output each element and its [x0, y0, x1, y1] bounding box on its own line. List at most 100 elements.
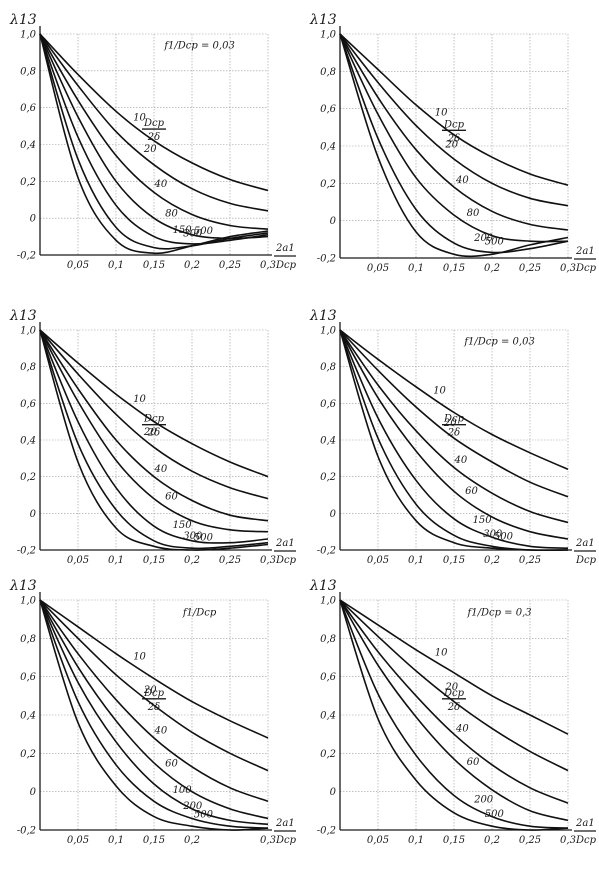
series-label-80: 80: [165, 209, 178, 220]
series-label-300: 300: [183, 228, 203, 239]
series-label-20: 20: [444, 682, 458, 693]
series-label-200: 200: [473, 794, 494, 805]
series-line-150: [339, 329, 569, 549]
series-line-60: [39, 329, 269, 533]
series-label-40: 40: [153, 179, 167, 190]
family-label-denominator: 2δ: [147, 428, 160, 439]
series-line-300: [39, 329, 269, 550]
series-label-10: 10: [133, 112, 146, 123]
y-tick-label: 0,6: [320, 399, 337, 410]
family-label-denominator: 2δ: [147, 132, 160, 143]
parameter-label: f1/Dср = 0,03: [163, 41, 234, 52]
y-tick-label: 0,4: [20, 711, 36, 722]
x-tick-label: 0,1: [408, 263, 424, 274]
x-tick-label: 0,05: [367, 263, 389, 274]
y-axis-label: λ13: [309, 308, 337, 324]
y-tick-label: 0: [330, 787, 337, 798]
series-line-200: [39, 599, 269, 829]
panel-middle-left: 1,0 0,8 0,6 0,4 0,2 0 -0,2 0,05 0,1 0,15 0,2 0,25 0,…: [9, 308, 297, 566]
family-label-denominator: 2δ: [447, 702, 460, 713]
series-label-150: 150: [173, 225, 193, 236]
x-tick-label: 0,15: [143, 835, 165, 846]
y-tick-label: 0: [30, 787, 37, 798]
series-label-200: 200: [473, 233, 494, 244]
y-tick-label: 1,0: [320, 596, 337, 607]
y-tick-label: 0,2: [320, 749, 336, 760]
series-label-10: 10: [133, 652, 146, 663]
series-line-60: [339, 329, 569, 540]
series-label-60: 60: [165, 759, 178, 770]
series-label-20: 20: [143, 685, 157, 696]
x-axis-label-numerator: 2a1: [275, 818, 295, 829]
x-tick-label: 0,2: [184, 835, 200, 846]
x-tick-label: 0,25: [219, 555, 241, 566]
series-line-60: [339, 599, 569, 822]
y-tick-label: -0,2: [17, 251, 36, 262]
family-label-numerator: Dср: [143, 688, 165, 699]
series-label-10: 10: [433, 386, 446, 397]
series-label-20: 20: [143, 144, 157, 155]
series-label-500: 500: [194, 810, 214, 821]
y-axis-label: λ13: [9, 12, 37, 28]
panel-bottom-right: 1,0 0,8 0,6 0,4 0,2 0 -0,2 0,05 0,1 0,15 0,2 0,25 0,…: [309, 578, 597, 846]
series-line-500: [39, 599, 269, 831]
y-tick-label: 0,4: [20, 436, 36, 447]
series-line-20: [339, 599, 569, 772]
y-tick-label: 0: [330, 509, 337, 520]
x-tick-label: 0,2: [184, 555, 200, 566]
series-line-20: [339, 329, 569, 498]
series-label-500: 500: [485, 809, 505, 820]
family-label-denominator: 2δ: [147, 702, 160, 713]
family-label-numerator: Dср: [443, 414, 465, 425]
y-axis-label: λ13: [309, 12, 337, 28]
series-line-500: [339, 329, 569, 551]
y-tick-label: 0,2: [320, 179, 336, 190]
series-label-500: 500: [194, 532, 214, 543]
x-axis-label-denominator: Dср: [275, 555, 297, 566]
series-label-500: 500: [485, 236, 505, 247]
y-tick-label: 0,8: [20, 66, 36, 77]
y-tick-label: 1,0: [320, 326, 337, 337]
y-tick-label: 0,2: [320, 472, 336, 483]
x-tick-label: 0,15: [143, 260, 165, 271]
y-tick-label: -0,2: [317, 826, 336, 837]
series-line-200: [339, 33, 569, 254]
x-axis-label-denominator: Dср: [575, 835, 597, 846]
x-tick-label: 0,25: [219, 260, 241, 271]
x-tick-label: 0,2: [484, 555, 500, 566]
x-tick-label: 0,1: [108, 555, 124, 566]
x-tick-label: 0,3: [560, 835, 576, 846]
y-tick-label: 0,8: [320, 362, 336, 373]
x-axis-label-denominator: Dср: [275, 835, 297, 846]
y-tick-label: 0,2: [20, 177, 36, 188]
y-axis-label: λ13: [309, 578, 337, 594]
series-line-40: [339, 33, 569, 231]
panel-top-right: 1,0 0,8 0,6 0,4 0,2 0 -0,2 0,05 0,1 0,15 0,2 0,25 0,…: [309, 12, 597, 274]
y-tick-label: -0,2: [17, 826, 36, 837]
series-line-10: [339, 599, 569, 735]
y-tick-label: 0,8: [20, 634, 36, 645]
x-tick-label: 0,3: [260, 835, 276, 846]
series-label-300: 300: [483, 529, 503, 540]
family-label-numerator: Dср: [443, 688, 465, 699]
y-tick-label: 0,4: [320, 436, 336, 447]
y-tick-label: 0,8: [320, 67, 336, 78]
series-line-20: [39, 329, 269, 500]
y-tick-label: 0: [30, 509, 37, 520]
x-tick-label: 0,15: [143, 555, 165, 566]
series-line-500: [339, 33, 569, 258]
panel-top-left: 1,0 0,8 0,6 0,4 0,2 0 -0,2 0,05 0,1 0,15 0,2 0,25 0,…: [9, 12, 297, 271]
x-tick-label: 0,1: [108, 835, 124, 846]
x-tick-label: 0,2: [184, 260, 200, 271]
series-label-20: 20: [143, 427, 157, 438]
x-axis-label-denominator: Dср: [275, 260, 297, 271]
series-label-200: 200: [182, 801, 203, 812]
y-tick-label: 0,6: [20, 103, 37, 114]
series-line-10: [39, 33, 269, 192]
series-label-60: 60: [165, 492, 178, 503]
x-tick-label: 0,2: [484, 263, 500, 274]
series-line-10: [339, 33, 569, 186]
x-tick-label: 0,2: [484, 835, 500, 846]
y-tick-label: 0: [330, 216, 337, 227]
